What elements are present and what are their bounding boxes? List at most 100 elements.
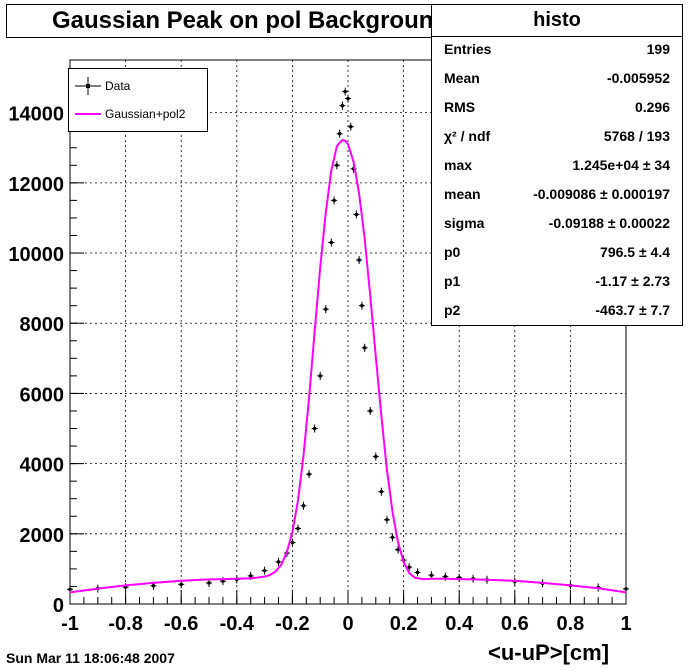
stat-value: 1.245e+04 ± 34: [572, 157, 670, 173]
stat-key: p0: [444, 244, 461, 260]
data-marker: [324, 307, 328, 311]
data-point: [367, 406, 374, 415]
stat-key: χ² / ndf: [444, 128, 491, 144]
data-point: [261, 566, 268, 575]
data-point: [317, 371, 324, 380]
data-point: [345, 94, 351, 103]
data-point: [361, 343, 368, 352]
data-point: [294, 524, 301, 533]
y-tick-label: 4000: [20, 455, 65, 477]
chart-title: Gaussian Peak on pol Background: [6, 4, 494, 38]
data-marker: [277, 560, 280, 564]
data-marker: [332, 198, 336, 202]
stat-value: -0.09188 ± 0.00022: [548, 215, 670, 231]
data-marker: [290, 541, 294, 545]
data-point: [358, 301, 365, 310]
data-point: [378, 487, 385, 496]
x-tick-label: 0.4: [445, 613, 474, 635]
data-marker: [443, 575, 447, 579]
x-tick-label: 1: [620, 613, 631, 635]
legend-label: Data: [105, 79, 131, 93]
x-tick-label: 0.6: [501, 613, 529, 635]
y-tick-label: 10000: [8, 244, 64, 266]
data-marker-icon: [75, 77, 101, 95]
data-point: [347, 122, 354, 131]
data-point: [306, 470, 313, 479]
data-point: [383, 515, 390, 524]
stat-key: p1: [444, 273, 461, 289]
data-marker: [302, 504, 306, 508]
data-marker: [624, 587, 628, 591]
fit-line-icon: [75, 113, 101, 115]
stat-value: -0.009086 ± 0.000197: [533, 186, 670, 202]
data-marker: [374, 455, 378, 459]
x-tick-label: 0.2: [390, 613, 418, 635]
y-tick-label: 2000: [20, 525, 65, 547]
data-point: [331, 196, 338, 205]
data-marker: [124, 585, 128, 589]
stat-row-sigma: sigma -0.09188 ± 0.00022: [432, 210, 682, 238]
data-point: [333, 161, 340, 170]
data-marker: [329, 241, 333, 245]
y-tick-label: 12000: [8, 174, 64, 196]
x-tick-label: -0.6: [164, 613, 198, 635]
data-marker: [385, 518, 389, 522]
data-point: [336, 129, 343, 138]
data-marker: [357, 258, 361, 262]
stat-value: 5768 / 193: [603, 128, 670, 144]
stat-value: 0.296: [634, 99, 670, 115]
x-tick-labels: -1 -0.8 -0.6 -0.4 -0.2 0 0.2 0.4 0.6 0.8 1: [61, 613, 631, 635]
stat-row-p1: p1 -1.17 ± 2.73: [432, 268, 682, 296]
data-marker: [307, 472, 311, 476]
data-marker: [343, 90, 347, 94]
data-marker: [335, 163, 339, 167]
stat-row-p2: p2 -463.7 ± 7.7: [432, 297, 682, 325]
data-marker: [263, 569, 267, 573]
stat-row-chi2: χ² / ndf 5768 / 193: [432, 123, 682, 151]
stat-value: -1.17 ± 2.73: [595, 273, 670, 289]
y-tick-label: 14000: [8, 104, 64, 126]
stat-row-entries: Entries 199: [432, 36, 682, 64]
stat-value: -463.7 ± 7.7: [595, 302, 670, 318]
data-marker: [379, 490, 383, 494]
x-tick-label: 0.8: [556, 613, 584, 635]
data-marker: [457, 576, 461, 580]
data-marker: [407, 565, 411, 569]
stat-key: RMS: [444, 99, 476, 115]
data-marker: [151, 584, 155, 588]
data-marker: [249, 574, 253, 578]
stat-key: sigma: [444, 215, 485, 231]
stat-row-mean: Mean -0.005952: [432, 65, 682, 93]
stat-row-rms: RMS 0.296: [432, 94, 682, 122]
data-point: [414, 568, 421, 577]
fit-series: [69, 138, 627, 594]
data-marker: [363, 346, 367, 350]
data-point: [353, 210, 360, 219]
legend-label: Gaussian+pol2: [105, 107, 186, 121]
y-tick-label: 0: [53, 595, 64, 617]
data-marker: [207, 581, 211, 585]
stat-row-p0: p0 796.5 ± 4.4: [432, 239, 682, 267]
x-tick-label: -0.4: [220, 613, 255, 635]
stats-box: histo Entries 199 Mean -0.005952 RMS 0.2…: [431, 4, 683, 326]
x-tick-label: -0.2: [275, 613, 309, 635]
data-marker: [221, 579, 225, 583]
x-tick-label: -0.8: [108, 613, 142, 635]
y-tick-labels: 0 2000 4000 6000 8000 10000 12000 14000: [8, 104, 64, 617]
stat-value: 796.5 ± 4.4: [600, 244, 670, 260]
data-marker: [338, 132, 342, 136]
stat-key: Entries: [444, 41, 492, 57]
stats-title: histo: [432, 5, 682, 37]
legend-entry-fit: Gaussian+pol2: [69, 101, 207, 127]
data-marker: [429, 573, 433, 577]
data-point: [339, 101, 346, 110]
axis-ticks: [69, 59, 627, 605]
data-marker: [346, 97, 350, 101]
legend-entry-data: Data: [69, 73, 207, 99]
stat-row-fit-mean: mean -0.009086 ± 0.000197: [432, 181, 682, 209]
data-point: [342, 87, 349, 96]
stat-value: -0.005952: [606, 70, 670, 86]
data-point: [328, 238, 335, 247]
legend: Data Gaussian+pol2: [68, 68, 208, 132]
